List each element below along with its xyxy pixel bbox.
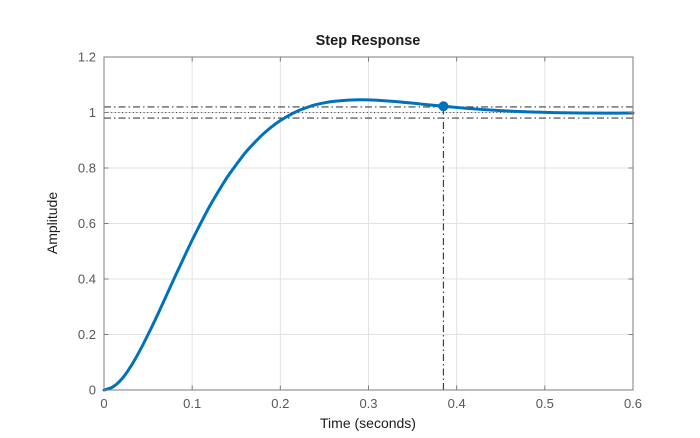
x-tick-label: 0.5 (536, 396, 554, 411)
x-tick-label: 0.1 (183, 396, 201, 411)
x-tick-label: 0.6 (624, 396, 642, 411)
y-tick-label: 0.4 (78, 272, 96, 287)
x-tick-label: 0.3 (359, 396, 377, 411)
step-response-curve[interactable] (102, 98, 635, 392)
y-tick-label: 0.2 (78, 327, 96, 342)
x-tick-label: 0.2 (271, 396, 289, 411)
axes-frame-layer (103, 56, 634, 391)
x-tick-label: 0 (100, 396, 107, 411)
y-tick-label: 0.8 (78, 161, 96, 176)
settling-point-marker[interactable] (438, 101, 449, 112)
y-tick-label: 1 (89, 105, 96, 120)
y-tick-label: 0 (89, 383, 96, 398)
y-tick-label: 1.2 (78, 50, 96, 65)
chart-title: Step Response (316, 33, 421, 49)
curve-layer (102, 98, 635, 392)
x-tick-label: 0.4 (448, 396, 466, 411)
y-axis-label: Amplitude (44, 192, 60, 254)
y-tick-label: 0.6 (78, 216, 96, 231)
x-axis-label: Time (seconds) (320, 415, 416, 431)
reference-lines-layer (104, 106, 633, 390)
tick-labels-layer: 0 0.1 0.2 0.3 0.4 0.5 0.6 0 0.2 0.4 0.6 0.8 1 1.2 (78, 50, 642, 412)
